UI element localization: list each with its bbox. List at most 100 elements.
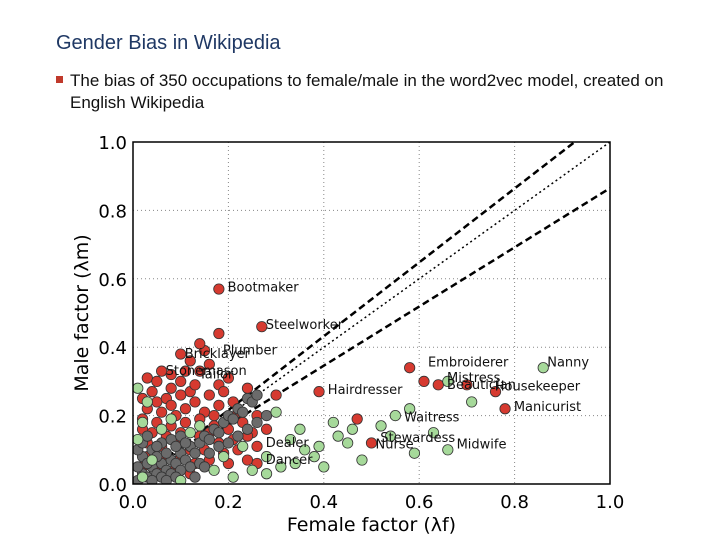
male-biased-point xyxy=(208,409,220,422)
female-biased-point xyxy=(342,437,354,449)
neutral-point xyxy=(189,447,201,459)
female-biased-point xyxy=(260,468,273,480)
female-biased-point xyxy=(246,464,258,476)
annotation-label: Dancer xyxy=(266,453,313,468)
x-tick-label: 0.6 xyxy=(405,492,434,513)
female-biased-point xyxy=(194,420,206,432)
male-biased-point xyxy=(165,368,177,381)
female-biased-point xyxy=(275,461,287,473)
annotation-label: Mistress xyxy=(447,371,501,386)
male-biased-point xyxy=(256,321,268,333)
annotation-label: Bootmaker xyxy=(228,280,300,295)
female-biased-point xyxy=(408,447,421,459)
annotation-label: Stewardess xyxy=(380,431,455,446)
female-biased-point xyxy=(289,457,301,470)
male-biased-point xyxy=(151,375,163,387)
neutral-point xyxy=(232,430,244,442)
male-biased-point xyxy=(365,437,378,449)
male-biased-point xyxy=(213,327,225,340)
female-biased-point xyxy=(537,362,549,374)
female-biased-point xyxy=(175,474,187,484)
male-biased-point xyxy=(146,386,158,398)
female-biased-point xyxy=(133,382,144,394)
female-biased-point xyxy=(237,440,249,452)
x-tick-label: 0.8 xyxy=(500,492,529,513)
female-biased-point xyxy=(156,423,168,435)
male-biased-point xyxy=(499,403,511,415)
female-biased-point xyxy=(218,451,230,463)
female-biased-point xyxy=(294,423,306,435)
male-biased-point xyxy=(313,386,325,398)
male-biased-point xyxy=(432,379,444,391)
male-biased-point xyxy=(179,403,192,415)
male-biased-point xyxy=(213,399,225,411)
y-tick-label: 0.8 xyxy=(98,201,127,222)
neutral-point xyxy=(198,461,211,473)
y-tick-label: 0.4 xyxy=(98,338,127,359)
annotation-label: Manicurist xyxy=(514,400,581,415)
male-biased-point xyxy=(351,413,363,425)
female-biased-point xyxy=(427,427,440,439)
male-biased-point xyxy=(218,386,230,398)
male-biased-point xyxy=(194,365,206,377)
neutral-point xyxy=(251,416,263,429)
y-tick-label: 1.0 xyxy=(98,133,127,154)
annotation-label: Tailor xyxy=(198,368,234,383)
male-biased-point xyxy=(175,375,187,387)
y-tick-label: 0.0 xyxy=(98,475,127,496)
neutral-point xyxy=(151,440,163,452)
male-biased-point xyxy=(489,386,502,398)
neutral-point xyxy=(213,427,225,439)
neutral-point xyxy=(189,471,201,483)
male-biased-point xyxy=(222,372,234,384)
neutral-point xyxy=(184,461,196,473)
neutral-point xyxy=(227,413,239,425)
female-biased-point xyxy=(442,444,454,456)
female-biased-point xyxy=(184,427,196,439)
neutral-point xyxy=(251,389,263,401)
annotation-label: Nanny xyxy=(547,356,589,371)
annotation-label: Dealer xyxy=(266,436,310,451)
male-biased-point xyxy=(179,416,192,429)
x-tick-label: 0.2 xyxy=(214,492,243,513)
annotation-label: Nurse xyxy=(376,438,414,453)
female-biased-point xyxy=(141,396,153,408)
male-biased-point xyxy=(165,382,177,394)
neutral-point xyxy=(260,409,273,422)
male-biased-point xyxy=(189,396,201,408)
neutral-point xyxy=(203,433,215,446)
annotation-label: Plumber xyxy=(223,344,278,359)
neutral-point xyxy=(141,430,153,442)
female-biased-point xyxy=(404,403,416,415)
female-biased-point xyxy=(165,413,177,425)
female-biased-point xyxy=(375,420,387,432)
x-axis-label: Female factor (λf) xyxy=(287,514,456,536)
male-biased-point xyxy=(156,406,168,418)
annotation-label: Waitress xyxy=(404,410,460,425)
male-biased-point xyxy=(241,382,254,394)
neutral-point xyxy=(203,447,215,459)
neutral-point xyxy=(160,447,172,459)
female-biased-point xyxy=(208,464,220,476)
female-biased-point xyxy=(146,454,158,466)
female-biased-point xyxy=(136,471,149,483)
female-biased-point xyxy=(356,454,368,466)
plot-frame xyxy=(132,141,611,485)
male-biased-point xyxy=(260,423,273,435)
annotation-label: Housekeeper xyxy=(495,380,581,395)
neutral-point xyxy=(179,437,192,449)
annotation-label: Bricklayer xyxy=(185,347,251,362)
male-biased-point xyxy=(194,338,206,350)
slide-title: Gender Bias in Wikipedia xyxy=(56,32,281,54)
female-biased-point xyxy=(332,430,344,442)
male-biased-point xyxy=(189,379,201,391)
x-tick-label: 0.4 xyxy=(309,492,338,513)
annotation-label: Hairdresser xyxy=(328,383,403,398)
ticks-layer: 0.0 0.2 0.4 0.6 0.8 1.0 0.0 0.2 0.4 0.6 0.8 1.0 xyxy=(98,133,624,513)
annotation-label: Steelworker xyxy=(266,318,344,333)
y-tick-label: 0.2 xyxy=(98,407,127,428)
male-biased-point xyxy=(461,379,473,391)
bullet-text: The bias of 350 occupations to female/ma… xyxy=(70,71,664,112)
female-biased-point xyxy=(284,433,297,446)
